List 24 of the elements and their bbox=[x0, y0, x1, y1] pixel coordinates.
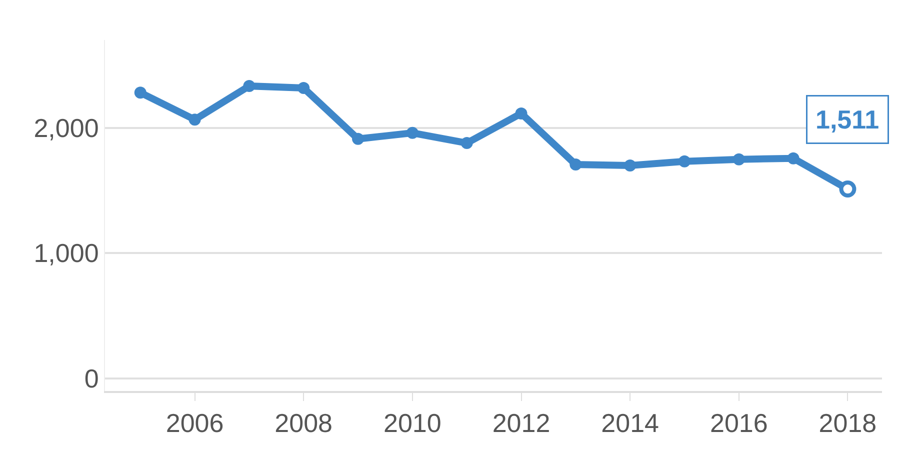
y-tick-label: 0 bbox=[84, 364, 99, 394]
point bbox=[624, 159, 636, 172]
x-tick-label: 2006 bbox=[166, 408, 224, 438]
point bbox=[460, 137, 473, 150]
point bbox=[515, 107, 528, 120]
point bbox=[134, 86, 146, 99]
y-tick-label: 2,000 bbox=[34, 112, 99, 143]
point bbox=[406, 126, 418, 139]
point bbox=[787, 152, 800, 164]
point bbox=[732, 153, 745, 166]
x-tick-label: 2012 bbox=[492, 408, 550, 438]
x-tick-label: 2008 bbox=[274, 408, 333, 438]
point bbox=[570, 158, 582, 170]
point bbox=[678, 155, 690, 168]
point bbox=[243, 80, 256, 92]
x-tick-label: 2016 bbox=[710, 408, 768, 438]
point bbox=[188, 114, 201, 126]
y-tick-label: 1,000 bbox=[34, 238, 99, 268]
point bbox=[298, 82, 310, 94]
x-tick-label: 2018 bbox=[818, 408, 877, 438]
annotation: 1,511 bbox=[816, 104, 880, 134]
point bbox=[352, 132, 364, 145]
x-tick-label: 2014 bbox=[601, 408, 659, 438]
x-tick-label: 2010 bbox=[384, 408, 442, 438]
